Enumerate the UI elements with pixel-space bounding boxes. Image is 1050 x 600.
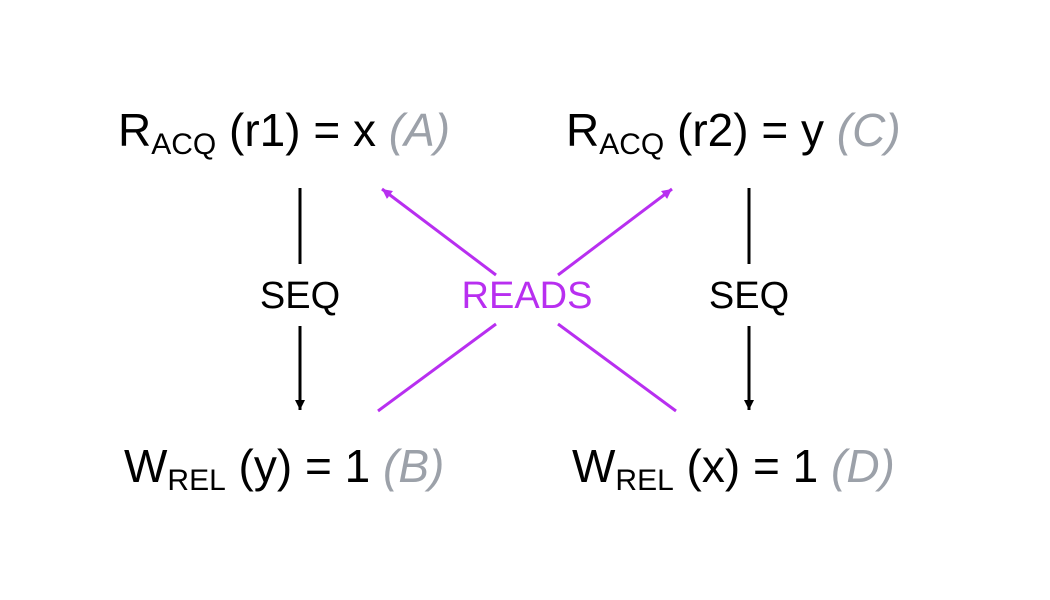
node-b-tag: (B) [383,440,444,492]
reads-label: READS [462,275,593,317]
reads-edges: READS [377,187,677,413]
seq-label-right: SEQ [709,275,789,317]
node-d-tag: (D) [831,440,895,492]
node-c-main: R [566,104,599,156]
node-b-expr: (y) = 1 [226,440,383,492]
reads-arrow-b-to-c-lower [377,322,497,413]
reads-arrow-d-to-a-upper [381,187,497,277]
node-b-sub: REL [167,464,225,497]
node-d-main: W [572,440,616,492]
node-a-tag: (A) [389,104,450,156]
seq-edge-left: SEQ [260,188,340,410]
node-c-sub: ACQ [599,128,664,161]
seq-label-left: SEQ [260,275,340,317]
reads-arrow-b-to-c-upper [557,187,673,277]
seq-edge-right: SEQ [709,188,789,410]
node-b-main: W [124,440,168,492]
node-d-expr: (x) = 1 [674,440,831,492]
node-c-tag: (C) [837,104,901,156]
node-a-main: R [118,104,151,156]
node-a-expr: (r1) = x [216,104,389,156]
node-c: RACQ (r2) = y (C) [566,104,901,161]
reads-arrow-d-to-a-lower [557,322,677,413]
node-b: WREL (y) = 1 (B) [124,440,444,497]
node-d-sub: REL [615,464,673,497]
node-c-expr: (r2) = y [664,104,837,156]
node-a: RACQ (r1) = x (A) [118,104,450,161]
node-a-sub: ACQ [151,128,216,161]
node-d: WREL (x) = 1 (D) [572,440,895,497]
